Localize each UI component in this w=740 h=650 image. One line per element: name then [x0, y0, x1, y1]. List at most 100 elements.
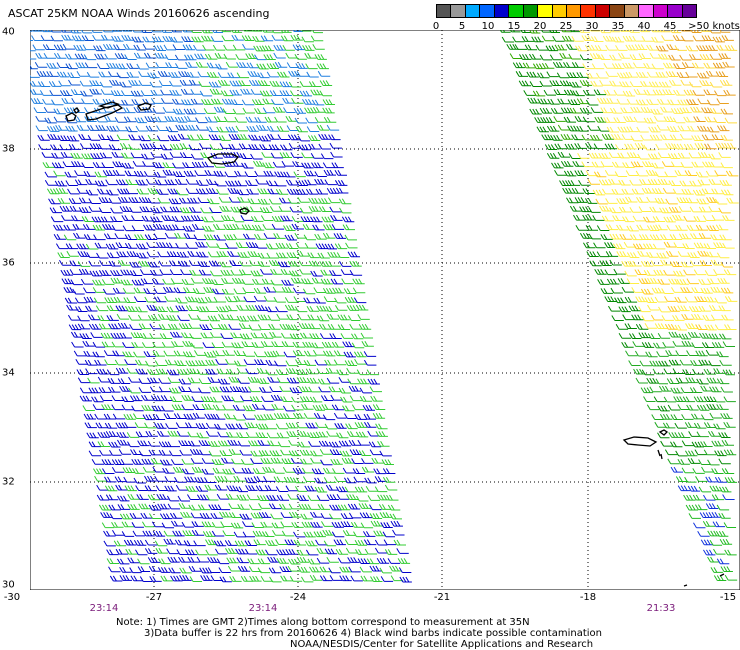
wind-barb [279, 81, 292, 88]
wind-barb [693, 422, 707, 429]
wind-barb [249, 575, 262, 582]
wind-barb [156, 135, 170, 142]
wind-barb [257, 440, 270, 446]
wind-barb [119, 332, 132, 339]
wind-barb [315, 422, 328, 428]
wind-barb [250, 450, 263, 457]
wind-barb [292, 44, 306, 51]
wind-barb [296, 495, 309, 501]
wind-barb [70, 89, 84, 96]
wind-barb [241, 162, 254, 169]
wind-barb [272, 106, 286, 113]
wind-barb [179, 567, 192, 574]
wind-barb [278, 206, 292, 212]
wind-barb [324, 423, 338, 430]
wind-barb [38, 144, 51, 150]
wind-barb [76, 124, 90, 131]
wind-barb [597, 125, 610, 132]
wind-barb [170, 278, 184, 284]
wind-barb [228, 143, 241, 150]
wind-barb [127, 504, 140, 510]
wind-barb [88, 450, 102, 457]
wind-barb [562, 187, 575, 194]
wind-barb [125, 548, 138, 555]
wind-barb [651, 162, 664, 169]
wind-barb [698, 305, 711, 312]
wind-barb [147, 314, 161, 321]
wind-barb [246, 125, 259, 132]
wind-barb [151, 405, 164, 412]
wind-barb [155, 306, 168, 312]
wind-barb [152, 414, 166, 421]
wind-barb [191, 530, 205, 536]
wind-barb [298, 144, 311, 151]
wind-barb [678, 233, 692, 240]
wind-barb [140, 512, 153, 519]
wind-barb [625, 170, 639, 177]
wind-barb [557, 124, 571, 131]
wind-barb [271, 404, 284, 410]
wind-barb [115, 548, 129, 555]
wind-barb [47, 126, 60, 132]
wind-barb [683, 215, 696, 222]
wind-barb [605, 44, 618, 51]
island-madeira [622, 436, 658, 447]
wind-barb [303, 350, 317, 357]
wind-barb [299, 449, 313, 456]
wind-barb [684, 422, 698, 428]
wind-barb [30, 98, 44, 104]
wind-barb [337, 557, 351, 564]
wind-barb [292, 350, 306, 357]
wind-barb [167, 188, 180, 195]
wind-barb [636, 126, 649, 133]
wind-barb [288, 503, 302, 510]
wind-barb [655, 45, 669, 52]
wind-barb [305, 368, 319, 375]
wind-barb [280, 215, 293, 222]
wind-barb [74, 170, 87, 176]
wind-barb [148, 449, 161, 456]
wind-barb [154, 52, 167, 59]
wind-barb [680, 30, 691, 32]
wind-barb [102, 288, 116, 295]
wind-barb [211, 459, 225, 465]
wind-barb [339, 450, 352, 457]
wind-barb [333, 412, 347, 419]
wind-barb [156, 189, 169, 195]
wind-barb [211, 342, 224, 348]
wind-barb [228, 512, 242, 518]
wind-barb [617, 278, 631, 284]
wind-barb [311, 342, 324, 349]
wind-barb [298, 386, 312, 393]
wind-barb [693, 116, 706, 123]
wind-barb [196, 369, 210, 375]
wind-barb [560, 30, 572, 33]
wind-barb [250, 216, 264, 222]
wind-barb [717, 125, 730, 132]
wind-barb [316, 305, 329, 312]
wind-barb [275, 369, 289, 375]
wind-barb [165, 62, 178, 69]
wind-barb [569, 81, 582, 88]
wind-barb [260, 215, 274, 221]
wind-barb [253, 287, 267, 294]
wind-barb [343, 477, 357, 484]
wind-barb [694, 449, 707, 456]
wind-barb [203, 287, 216, 293]
wind-barb [158, 558, 171, 565]
wind-barb [582, 116, 596, 123]
wind-barb [218, 567, 231, 574]
lon-label-minus21: -21 [433, 592, 451, 603]
wind-barb [619, 30, 631, 32]
wind-barb [289, 333, 303, 340]
wind-barb [100, 512, 113, 518]
wind-barb [335, 305, 348, 311]
wind-barb [281, 279, 294, 286]
wind-barb [248, 144, 261, 150]
wind-barb [245, 432, 259, 438]
wind-barb [270, 279, 283, 286]
wind-barb [724, 142, 737, 149]
wind-barb [152, 341, 165, 348]
wind-barb [625, 350, 638, 357]
legend-label-45: 45 [663, 21, 677, 32]
